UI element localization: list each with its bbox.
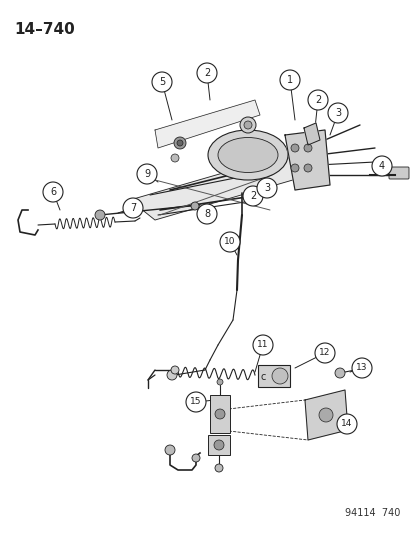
Text: 10: 10 [224,238,235,246]
Circle shape [173,137,185,149]
Text: 14: 14 [340,419,352,429]
Circle shape [290,144,298,152]
Text: c: c [260,372,265,382]
Circle shape [314,343,334,363]
Polygon shape [130,155,309,220]
Text: 5: 5 [159,77,165,87]
Text: 1: 1 [286,75,292,85]
Polygon shape [303,123,319,145]
Text: 94114  740: 94114 740 [344,508,399,518]
Text: 2: 2 [314,95,320,105]
Circle shape [197,204,216,224]
Circle shape [242,186,262,206]
Circle shape [336,414,356,434]
FancyBboxPatch shape [388,167,408,179]
Circle shape [307,90,327,110]
FancyBboxPatch shape [209,395,230,433]
Circle shape [371,156,391,176]
FancyBboxPatch shape [257,365,289,387]
Text: 2: 2 [203,68,210,78]
Circle shape [214,440,223,450]
Ellipse shape [207,130,287,180]
Polygon shape [154,100,259,148]
Polygon shape [284,130,329,190]
Circle shape [219,232,240,252]
Circle shape [243,121,252,129]
Circle shape [166,370,177,380]
Circle shape [290,164,298,172]
Circle shape [334,368,344,378]
Text: 13: 13 [356,364,367,373]
Text: 2: 2 [249,191,256,201]
Circle shape [240,117,255,133]
Circle shape [192,454,199,462]
Polygon shape [304,390,347,440]
Circle shape [279,70,299,90]
Circle shape [165,445,175,455]
Circle shape [177,140,183,146]
Circle shape [197,63,216,83]
Circle shape [43,182,63,202]
Circle shape [351,358,371,378]
Circle shape [327,103,347,123]
Text: 12: 12 [318,349,330,358]
Circle shape [256,178,276,198]
Circle shape [252,335,272,355]
Text: 3: 3 [263,183,269,193]
Circle shape [353,366,361,374]
Circle shape [271,368,287,384]
Text: 4: 4 [378,161,384,171]
Circle shape [214,409,224,419]
Circle shape [303,144,311,152]
Circle shape [137,164,157,184]
Text: 9: 9 [144,169,150,179]
Circle shape [214,464,223,472]
Ellipse shape [218,138,277,173]
Circle shape [171,154,178,162]
Circle shape [152,72,171,92]
Circle shape [171,366,178,374]
Text: 8: 8 [204,209,209,219]
Text: 11: 11 [256,341,268,350]
FancyBboxPatch shape [207,435,230,455]
Text: 6: 6 [50,187,56,197]
Circle shape [216,379,223,385]
Circle shape [303,164,311,172]
Text: 7: 7 [130,203,136,213]
Text: 15: 15 [190,398,201,407]
Circle shape [95,210,105,220]
Circle shape [318,408,332,422]
Circle shape [185,392,206,412]
Text: 3: 3 [334,108,340,118]
Circle shape [190,202,199,210]
Circle shape [123,198,142,218]
Text: 14–740: 14–740 [14,22,75,37]
